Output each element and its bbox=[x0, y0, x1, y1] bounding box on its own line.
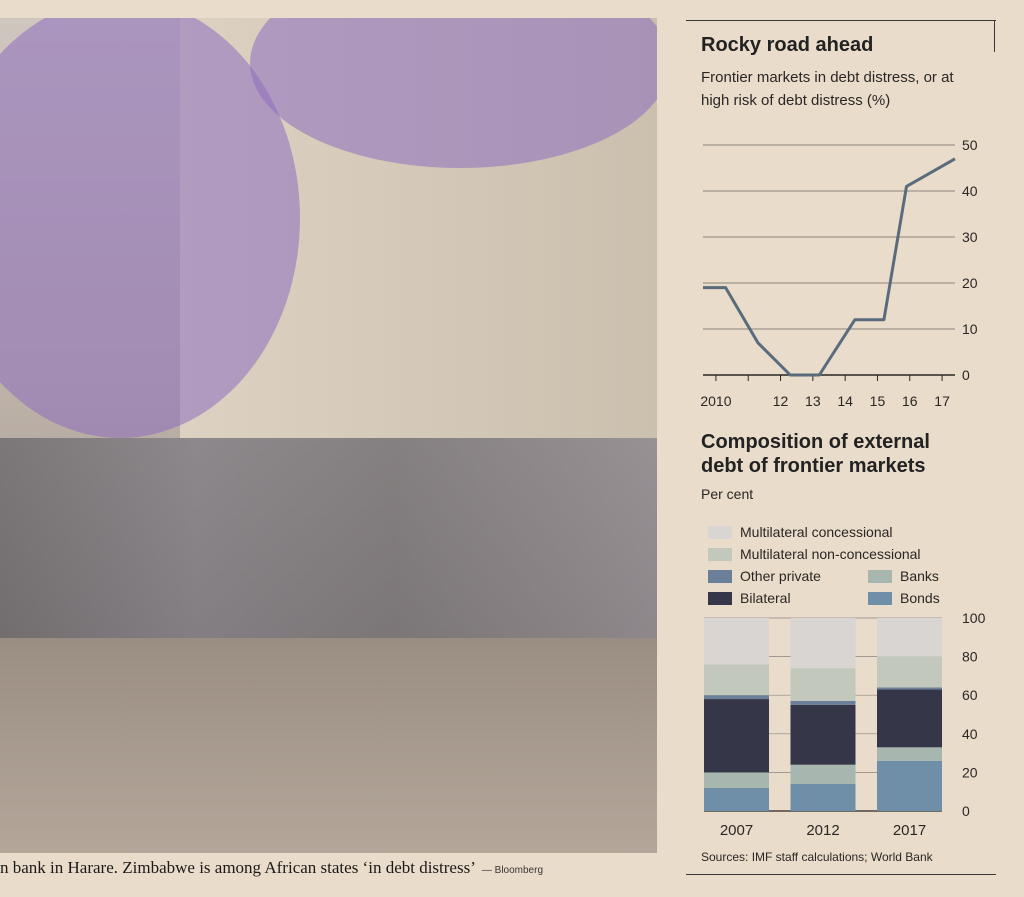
photo-credit: — Bloomberg bbox=[481, 865, 544, 876]
legend-swatch bbox=[708, 525, 732, 539]
y-tick-label: 80 bbox=[962, 649, 978, 665]
y-tick-label: 20 bbox=[962, 764, 978, 780]
bar-segment bbox=[704, 787, 769, 811]
y-tick-label: 60 bbox=[962, 687, 978, 703]
legend-label: Bonds bbox=[900, 590, 940, 606]
x-tick-label: 17 bbox=[934, 393, 950, 409]
legend-label: Banks bbox=[900, 568, 939, 584]
x-tick-label: 2007 bbox=[720, 822, 753, 839]
x-tick-label: 15 bbox=[870, 393, 886, 409]
y-tick-label: 50 bbox=[962, 137, 978, 153]
x-tick-label: 16 bbox=[902, 393, 918, 409]
bar-segment bbox=[790, 783, 856, 811]
chart-top-rule bbox=[686, 20, 996, 21]
photo-caption: n bank in Harare. Zimbabwe is among Afri… bbox=[0, 858, 543, 878]
legend-item: Other private bbox=[708, 566, 821, 586]
bar-chart-ylabel: Per cent bbox=[701, 486, 754, 502]
bar-segment bbox=[790, 618, 856, 669]
x-tick-label: 14 bbox=[837, 393, 853, 409]
legend-swatch bbox=[708, 591, 732, 605]
bar-segment bbox=[704, 664, 769, 696]
line-chart: 0 10 20 30 40 50 2010 12 13 14 15 16 17 bbox=[700, 137, 978, 409]
chart-bottom-rule bbox=[686, 874, 996, 875]
bar-segment bbox=[704, 772, 769, 788]
photo-pavement bbox=[0, 638, 657, 853]
series-line bbox=[703, 157, 956, 377]
bar-segment bbox=[877, 747, 942, 761]
bar-segment bbox=[704, 618, 769, 665]
bar-segment bbox=[790, 704, 856, 765]
y-tick-label: 0 bbox=[962, 803, 970, 819]
legend-item: Banks bbox=[868, 566, 939, 586]
bar-segment bbox=[790, 764, 856, 784]
y-tick-label: 30 bbox=[962, 229, 978, 245]
x-tick-label: 2010 bbox=[700, 393, 731, 409]
bar-segment bbox=[704, 695, 769, 700]
y-tick-label: 0 bbox=[962, 367, 970, 383]
y-tick-label: 20 bbox=[962, 275, 978, 291]
bar-segment bbox=[877, 687, 942, 690]
bar-segment bbox=[877, 760, 942, 811]
caption-text: n bank in Harare. Zimbabwe is among Afri… bbox=[0, 858, 476, 877]
legend-item: Bilateral bbox=[708, 588, 791, 608]
x-tick-label: 2017 bbox=[893, 822, 926, 839]
stacked-bar-chart: 0 20 40 60 80 100 2007 2012 2017 bbox=[704, 610, 986, 839]
legend-swatch bbox=[708, 569, 732, 583]
bar-segment bbox=[790, 668, 856, 701]
legend-swatch bbox=[868, 569, 892, 583]
bar-segment bbox=[877, 618, 942, 657]
legend-item: Bonds bbox=[868, 588, 940, 608]
legend-swatch bbox=[708, 547, 732, 561]
bar-segment bbox=[877, 689, 942, 748]
legend-item: Multilateral concessional bbox=[708, 522, 893, 542]
legend-item: Multilateral non-concessional bbox=[708, 544, 921, 564]
news-photo bbox=[0, 18, 657, 853]
x-tick-label: 12 bbox=[773, 393, 789, 409]
legend-label: Bilateral bbox=[740, 590, 791, 606]
bar-segment bbox=[790, 700, 856, 705]
legend-label: Multilateral non-concessional bbox=[740, 546, 921, 562]
line-chart-title: Rocky road ahead bbox=[701, 34, 874, 56]
legend-swatch bbox=[868, 591, 892, 605]
y-tick-label: 10 bbox=[962, 321, 978, 337]
y-tick-label: 40 bbox=[962, 726, 978, 742]
chart-side-rule bbox=[994, 20, 995, 52]
x-tick-label: 13 bbox=[805, 393, 821, 409]
y-tick-label: 100 bbox=[962, 610, 986, 626]
bar-segment bbox=[704, 699, 769, 773]
chart-source: Sources: IMF staff calculations; World B… bbox=[701, 850, 933, 864]
legend-label: Other private bbox=[740, 568, 821, 584]
legend-label: Multilateral concessional bbox=[740, 524, 893, 540]
photo-jacaranda-left bbox=[0, 18, 300, 438]
line-chart-subtitle: Frontier markets in debt distress, or at… bbox=[701, 69, 954, 109]
y-tick-label: 40 bbox=[962, 183, 978, 199]
x-tick-label: 2012 bbox=[806, 822, 839, 839]
bar-segment bbox=[877, 656, 942, 688]
bar-chart-title: Composition of external debt of frontier… bbox=[701, 431, 930, 477]
